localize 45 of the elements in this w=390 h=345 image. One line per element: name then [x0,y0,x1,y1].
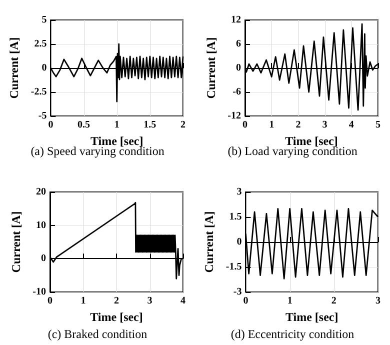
x-tick-label: 0.5 [78,120,90,130]
y-axis-title: Current [A] [8,211,23,273]
y-tick-label: -2.5 [30,86,47,98]
x-tick-label: 4 [348,120,354,130]
y-tick-label: 6 [236,38,241,50]
y-tick-label: 0 [236,236,242,248]
x-tick-label: 2 [114,296,119,306]
x-axis-title: Time [sec] [285,134,338,148]
y-tick-label: 10 [36,220,46,231]
y-tick-label: 3 [236,186,242,198]
x-tick-label: 1 [287,296,292,306]
y-axis-title: Current [A] [202,211,216,273]
x-tick-label: 2 [331,296,336,306]
y-axis-title: Current [A] [7,37,21,99]
text: (d) Eccentricity condition [230,327,354,341]
x-tick-label: 2 [180,120,186,130]
y-tick-label: 0 [41,253,46,264]
x-tick-label: 1 [80,296,86,306]
y-tick-label: -12 [228,110,241,122]
y-tick-label: 12 [231,14,241,26]
y-tick-label: -3 [233,286,242,298]
x-tick-label: 2 [296,120,301,130]
x-tick-label: 5 [376,120,380,130]
x-tick-label: 3 [322,120,328,130]
y-tick-label: 5 [42,14,47,26]
x-tick-label: 1 [269,120,274,130]
x-tick-label: 1.5 [144,120,156,130]
y-tick-label: -10 [32,286,46,298]
y-tick-label: 1.5 [229,212,242,222]
x-tick-label: 3 [376,296,380,306]
y-axis-title: Current [A] [204,37,218,99]
x-axis-title: Time [sec] [285,310,338,324]
x-axis-title: Time [sec] [90,134,144,148]
y-tick-label: -1.5 [226,262,242,272]
y-tick-label: -6 [232,86,241,98]
x-tick-label: 1 [114,120,120,130]
y-tick-label: 20 [36,186,46,198]
text: (c) Braked condition [48,327,148,341]
y-tick-label: 2.5 [34,38,47,50]
y-tick-label: 0 [42,62,47,74]
y-tick-label: 0 [236,62,241,74]
x-axis-title: Time [sec] [90,310,143,324]
x-tick-label: 3 [147,296,152,306]
x-tick-label: 4 [180,296,186,306]
y-tick-label: -5 [38,110,47,122]
